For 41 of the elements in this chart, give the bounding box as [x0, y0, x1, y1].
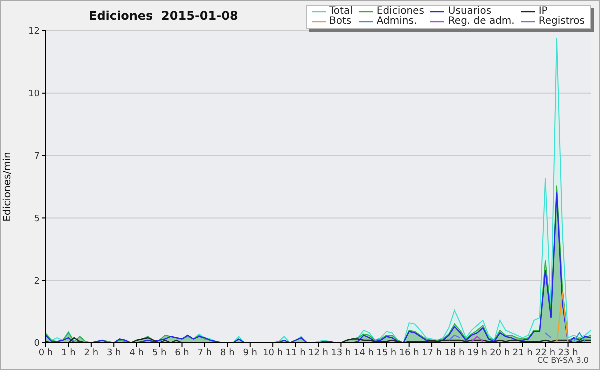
- x-tick-label: 3 h: [106, 348, 122, 358]
- legend-label: Ediciones: [376, 6, 424, 17]
- x-tick-label: 8 h: [220, 348, 235, 358]
- x-tick-label: 18 h: [444, 348, 465, 358]
- y-tick-label: 2: [34, 276, 40, 287]
- x-tick-label: 17 h: [422, 348, 442, 358]
- x-tick-label: 12 h: [308, 348, 329, 358]
- x-tick-label: 19 h: [467, 348, 488, 358]
- y-axis-title: Ediciones/min: [2, 152, 14, 222]
- x-tick-label: 22 h: [536, 348, 556, 358]
- x-tick-label: 20 h: [490, 348, 510, 358]
- x-tick-label: 4 h: [130, 348, 144, 358]
- text: CC BY-SA 3.0: [537, 356, 589, 365]
- y-tick-label: 10: [28, 90, 40, 100]
- y-tick-label: 12: [28, 27, 40, 38]
- legend-label: Registros: [538, 16, 585, 27]
- chart-title: Ediciones 2015-01-08: [89, 9, 238, 23]
- y-tick-label: 5: [34, 214, 40, 224]
- x-tick-label: 2 h: [84, 348, 99, 358]
- x-tick-label: 5 h: [152, 348, 167, 358]
- x-tick-label: 15 h: [376, 348, 397, 358]
- y-tick-label: 0: [34, 339, 40, 350]
- legend-label: Total: [330, 6, 353, 17]
- y-tick-label: 7: [34, 152, 40, 162]
- x-tick-label: 14 h: [354, 348, 374, 358]
- x-tick-label: 23 h: [558, 348, 578, 358]
- legend-label: Reg. de adm.: [448, 16, 515, 27]
- x-tick-label: 10 h: [263, 348, 284, 358]
- x-tick-label: 0 h: [38, 348, 54, 358]
- x-tick-label: 6 h: [175, 348, 190, 358]
- x-tick-label: 9 h: [243, 348, 258, 358]
- legend-label: IP: [538, 6, 548, 17]
- legend-label: Usuarios: [448, 6, 492, 17]
- legend-label: Bots: [330, 16, 352, 27]
- x-tick-label: 16 h: [399, 348, 420, 358]
- x-tick-label: 7 h: [198, 348, 212, 358]
- x-tick-label: 1 h: [62, 348, 76, 358]
- x-tick-label: 11 h: [286, 348, 306, 358]
- legend-label: Admins.: [376, 16, 418, 27]
- x-tick-label: 13 h: [331, 348, 352, 358]
- x-tick-label: 21 h: [512, 348, 533, 358]
